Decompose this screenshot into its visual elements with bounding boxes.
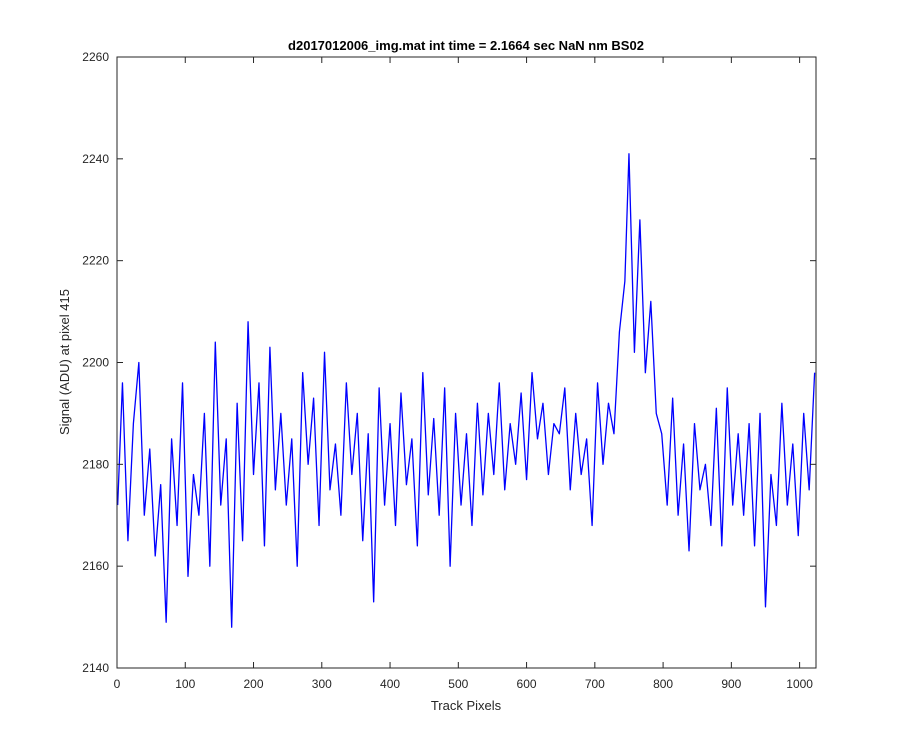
series-line-0 — [117, 153, 816, 628]
x-ticks: 0 100 200 300 400 500 600 700 800 900 1000 — [114, 57, 813, 691]
y-ticks: 2140 2160 2180 2200 2220 2240 2260 — [82, 50, 816, 675]
series-layer — [117, 153, 816, 628]
chart-title: d2017012006_img.mat int time = 2.1664 se… — [288, 38, 644, 53]
y-axis-label: Signal (ADU) at pixel 415 — [57, 289, 72, 435]
y-tick-label: 2220 — [82, 254, 109, 268]
x-tick-label: 1000 — [786, 677, 813, 691]
plot-area — [117, 57, 816, 668]
x-tick-label: 800 — [653, 677, 673, 691]
x-tick-label: 600 — [517, 677, 537, 691]
y-tick-label: 2240 — [82, 152, 109, 166]
x-tick-label: 0 — [114, 677, 121, 691]
x-tick-label: 400 — [380, 677, 400, 691]
x-tick-label: 300 — [312, 677, 332, 691]
x-axis-label: Track Pixels — [431, 698, 502, 713]
y-tick-label: 2180 — [82, 457, 109, 471]
x-tick-label: 500 — [448, 677, 468, 691]
y-tick-label: 2200 — [82, 356, 109, 370]
x-tick-label: 200 — [244, 677, 264, 691]
x-tick-label: 900 — [721, 677, 741, 691]
y-tick-label: 2160 — [82, 559, 109, 573]
y-tick-label: 2140 — [82, 661, 109, 675]
y-tick-label: 2260 — [82, 50, 109, 64]
x-tick-label: 100 — [175, 677, 195, 691]
x-tick-label: 700 — [585, 677, 605, 691]
